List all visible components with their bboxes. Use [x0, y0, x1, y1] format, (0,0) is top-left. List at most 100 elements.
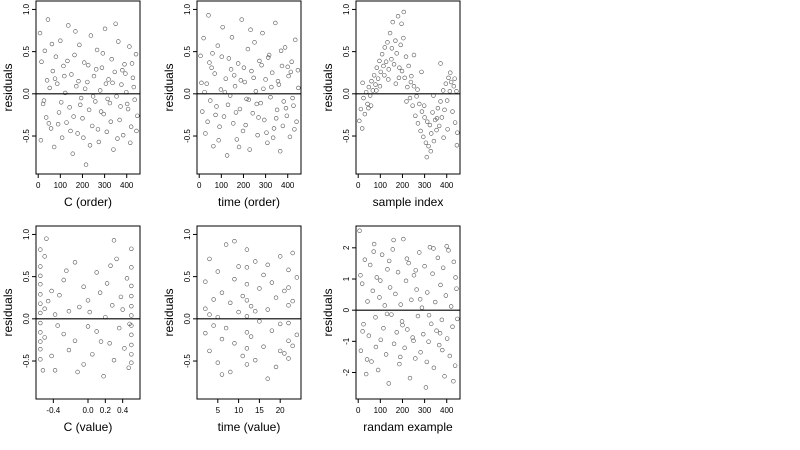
data-point	[265, 376, 270, 381]
data-point	[218, 87, 224, 92]
data-point	[97, 290, 103, 295]
data-point	[240, 128, 246, 134]
data-point	[427, 122, 433, 128]
data-point	[413, 356, 418, 361]
data-point	[286, 73, 291, 79]
data-point	[91, 73, 97, 79]
data-point	[444, 98, 450, 103]
x-tick-label: 300	[418, 406, 432, 415]
data-point	[452, 76, 457, 81]
y-tick-label: 1.0	[183, 3, 192, 15]
data-point	[379, 51, 385, 57]
data-point	[402, 345, 407, 351]
data-point	[371, 241, 377, 247]
data-point	[75, 369, 80, 375]
data-point	[285, 64, 290, 70]
data-point	[391, 341, 397, 347]
data-point	[112, 69, 117, 75]
data-point	[49, 353, 54, 359]
data-point	[38, 247, 43, 252]
data-point	[442, 374, 447, 379]
x-tick-label: 0	[36, 181, 41, 190]
data-point	[38, 310, 43, 316]
data-point	[235, 61, 241, 66]
data-point	[38, 264, 43, 269]
data-point	[38, 282, 43, 287]
data-point	[434, 116, 440, 121]
y-tick-label: 2	[342, 245, 351, 250]
y-tick-label: 1.0	[22, 228, 31, 240]
data-point	[398, 354, 403, 360]
data-point	[294, 119, 299, 124]
data-point	[358, 273, 363, 278]
data-point	[42, 306, 47, 311]
data-point	[44, 236, 49, 241]
data-point	[368, 103, 374, 108]
data-point	[111, 238, 117, 243]
data-point	[411, 84, 417, 89]
data-point	[419, 305, 425, 310]
data-point	[373, 344, 379, 350]
data-point	[283, 105, 289, 111]
data-point	[445, 127, 450, 132]
data-point	[286, 320, 291, 326]
data-point	[438, 99, 443, 104]
data-point	[424, 359, 430, 365]
data-point	[295, 67, 301, 73]
data-point	[385, 267, 390, 272]
data-point	[426, 312, 432, 318]
data-point	[282, 351, 287, 356]
data-point	[207, 348, 212, 354]
y-tick-label: 0.0	[22, 313, 31, 325]
data-point	[421, 134, 426, 140]
data-point	[228, 300, 233, 305]
data-point	[245, 46, 251, 52]
data-point	[52, 368, 58, 373]
data-point	[265, 262, 270, 268]
data-point	[81, 362, 86, 367]
data-point	[290, 95, 295, 101]
data-point	[129, 313, 134, 318]
data-point	[296, 85, 301, 91]
data-point	[219, 290, 225, 295]
data-point	[223, 76, 228, 81]
x-tick-label: 200	[396, 181, 410, 190]
data-point	[237, 106, 243, 112]
data-point	[214, 104, 219, 109]
chart-panel-3: 0 100 200 300 400 -0.5 0.0 0.5 1.0 sample index re…	[321, 0, 461, 209]
data-point	[259, 62, 264, 68]
data-point	[403, 278, 409, 284]
data-point	[45, 298, 51, 304]
y-tick-label: 0.0	[183, 313, 192, 325]
data-point	[405, 84, 410, 90]
data-point	[289, 59, 294, 64]
data-point	[119, 82, 124, 87]
y-tick-label: 1.0	[183, 228, 192, 240]
data-point	[73, 29, 78, 34]
data-point	[360, 80, 365, 86]
data-point	[251, 75, 256, 80]
data-point	[126, 365, 131, 370]
data-point	[38, 339, 43, 344]
data-point	[122, 346, 127, 351]
data-point	[215, 43, 221, 48]
data-point	[281, 99, 286, 104]
data-point	[86, 62, 91, 68]
data-point	[452, 120, 458, 125]
data-point	[390, 19, 395, 25]
data-point	[410, 103, 415, 108]
data-point	[399, 21, 404, 26]
data-point	[417, 250, 422, 255]
data-point	[100, 51, 106, 56]
data-point	[248, 303, 254, 309]
data-point	[37, 30, 43, 36]
data-point	[225, 102, 231, 108]
data-point	[405, 327, 410, 332]
x-tick-label: 20	[276, 406, 285, 415]
x-tick-label: 200	[76, 181, 90, 190]
data-point	[440, 265, 446, 270]
data-point	[361, 95, 366, 101]
data-point	[443, 81, 449, 86]
x-tick-label: 400	[440, 181, 454, 190]
data-point	[399, 68, 405, 74]
